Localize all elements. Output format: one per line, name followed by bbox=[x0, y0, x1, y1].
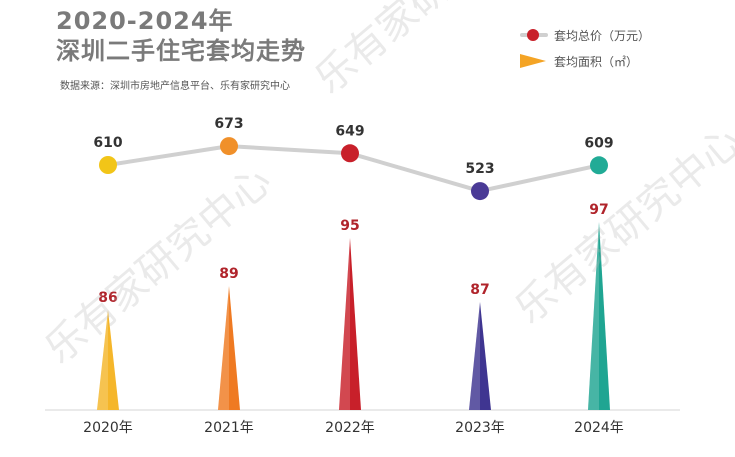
area-triangle-shade bbox=[97, 310, 108, 410]
legend-item-price: 套均总价（万元） bbox=[520, 22, 650, 48]
x-tick-label: 2024年 bbox=[574, 420, 624, 436]
area-value-label: 89 bbox=[219, 266, 238, 282]
legend-item-area: 套均面积（㎡） bbox=[520, 48, 650, 74]
price-point-2024年 bbox=[590, 156, 608, 175]
legend: 套均总价（万元） 套均面积（㎡） bbox=[520, 22, 650, 74]
area-triangle-2022年 bbox=[339, 238, 361, 410]
area-triangle-shade bbox=[339, 238, 350, 410]
area-value-label: 95 bbox=[340, 218, 359, 234]
legend-area-label: 套均面积（㎡） bbox=[554, 54, 639, 69]
price-point-2020年 bbox=[99, 156, 117, 174]
price-value-label: 673 bbox=[214, 116, 243, 132]
price-value-label: 523 bbox=[465, 161, 494, 177]
legend-price-label: 套均总价（万元） bbox=[554, 28, 651, 43]
area-triangle-2020年 bbox=[97, 310, 119, 410]
data-source: 数据来源：深圳市房地产信息平台、乐有家研究中心 bbox=[60, 81, 290, 92]
x-tick-label: 2022年 bbox=[325, 420, 375, 436]
area-value-label: 86 bbox=[98, 290, 117, 306]
price-point-2022年 bbox=[341, 144, 359, 163]
area-triangle-shade bbox=[469, 302, 480, 410]
price-value-label: 610 bbox=[93, 135, 122, 151]
chart-title-line2: 深圳二手住宅套均走势 bbox=[56, 37, 306, 65]
area-triangle-2024年 bbox=[588, 222, 610, 410]
x-tick-label: 2021年 bbox=[204, 420, 254, 436]
x-tick-label: 2020年 bbox=[83, 420, 133, 436]
price-point-2021年 bbox=[220, 137, 238, 156]
chart-title-line1: 2020-2024年 bbox=[56, 7, 234, 35]
x-tick-label: 2023年 bbox=[455, 420, 505, 436]
price-value-label: 649 bbox=[335, 123, 364, 139]
area-triangle-2023年 bbox=[469, 302, 491, 410]
area-triangle-shade bbox=[588, 222, 599, 410]
legend-dot-icon bbox=[527, 29, 539, 41]
area-value-label: 97 bbox=[589, 202, 608, 218]
price-point-2023年 bbox=[471, 182, 489, 201]
legend-triangle-icon bbox=[520, 54, 546, 68]
price-value-label: 609 bbox=[584, 135, 613, 151]
area-triangle-shade bbox=[218, 286, 229, 410]
area-triangle-2021年 bbox=[218, 286, 240, 410]
chart-title: 2020-2024年 深圳二手住宅套均走势 bbox=[56, 6, 306, 66]
area-value-label: 87 bbox=[470, 282, 489, 298]
